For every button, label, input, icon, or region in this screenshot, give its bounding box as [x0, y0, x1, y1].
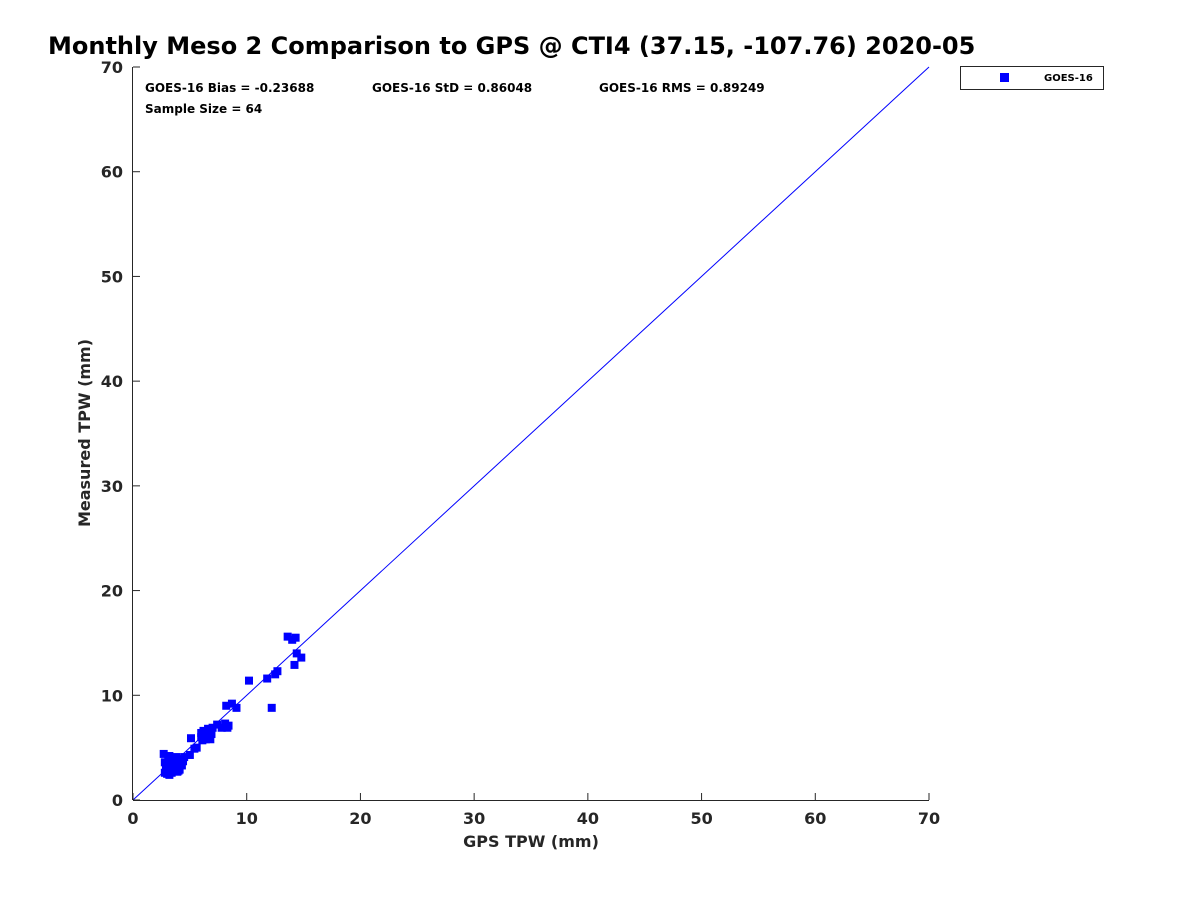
x-tick-label: 10 — [236, 809, 258, 828]
data-point — [267, 703, 276, 712]
legend-marker-square-icon — [1000, 73, 1009, 82]
x-axis-ticks: 0 10 20 30 40 50 60 70 — [127, 793, 940, 828]
y-axis-label: Measured TPW (mm) — [75, 339, 94, 527]
y-tick-label: 20 — [101, 582, 123, 601]
data-point — [165, 770, 174, 779]
data-point — [227, 699, 236, 708]
data-point — [159, 749, 168, 758]
data-point — [204, 724, 213, 733]
data-point — [244, 676, 253, 685]
data-point — [232, 703, 241, 712]
y-tick-label: 70 — [101, 58, 123, 77]
x-tick-label: 70 — [918, 809, 940, 828]
y-tick-label: 0 — [112, 791, 123, 810]
y-tick-label: 40 — [101, 372, 123, 391]
data-point — [217, 723, 226, 732]
y-tick-label: 30 — [101, 477, 123, 496]
chart-title: Monthly Meso 2 Comparison to GPS @ CTI4 … — [48, 32, 975, 60]
data-point — [222, 701, 231, 710]
data-point — [185, 750, 194, 759]
data-point — [207, 730, 216, 739]
data-point — [206, 735, 215, 744]
data-point — [213, 720, 222, 729]
data-point — [297, 653, 306, 662]
x-tick-label: 40 — [577, 809, 599, 828]
data-point — [291, 633, 300, 642]
stat-rms: GOES-16 RMS = 0.89249 — [599, 81, 765, 95]
data-point — [208, 723, 217, 732]
data-point — [199, 726, 208, 735]
data-point — [186, 734, 195, 743]
data-point — [161, 765, 170, 774]
x-tick-label: 60 — [804, 809, 826, 828]
data-point — [292, 649, 301, 658]
stat-bias: GOES-16 Bias = -0.23688 — [145, 81, 314, 95]
y-tick-label: 60 — [101, 163, 123, 182]
data-point — [177, 761, 186, 770]
data-point — [224, 721, 233, 730]
y-tick-label: 50 — [101, 267, 123, 286]
x-tick-label: 0 — [127, 809, 138, 828]
data-points — [159, 632, 306, 779]
stat-std: GOES-16 StD = 0.86048 — [372, 81, 532, 95]
x-tick-label: 30 — [463, 809, 485, 828]
x-axis-label: GPS TPW (mm) — [463, 832, 599, 851]
data-point — [169, 761, 178, 770]
x-tick-label: 50 — [690, 809, 712, 828]
data-point — [174, 766, 183, 775]
y-axis-ticks: 0 10 20 30 40 50 60 70 — [101, 58, 140, 810]
stat-sample-size: Sample Size = 64 — [145, 102, 262, 116]
data-point — [273, 667, 282, 676]
data-point — [263, 674, 272, 683]
data-point — [192, 743, 201, 752]
data-point — [164, 756, 173, 765]
data-point — [290, 660, 299, 669]
legend-box — [960, 66, 1104, 90]
legend-label-goes16: GOES-16 — [1044, 73, 1093, 84]
data-point — [179, 757, 188, 766]
data-point — [197, 733, 206, 742]
data-point — [172, 753, 181, 762]
axes — [132, 67, 929, 801]
data-point — [283, 632, 292, 641]
legend: GOES-16 — [960, 66, 1104, 90]
x-tick-label: 20 — [349, 809, 371, 828]
data-point — [180, 753, 189, 762]
y-tick-label: 10 — [101, 686, 123, 705]
